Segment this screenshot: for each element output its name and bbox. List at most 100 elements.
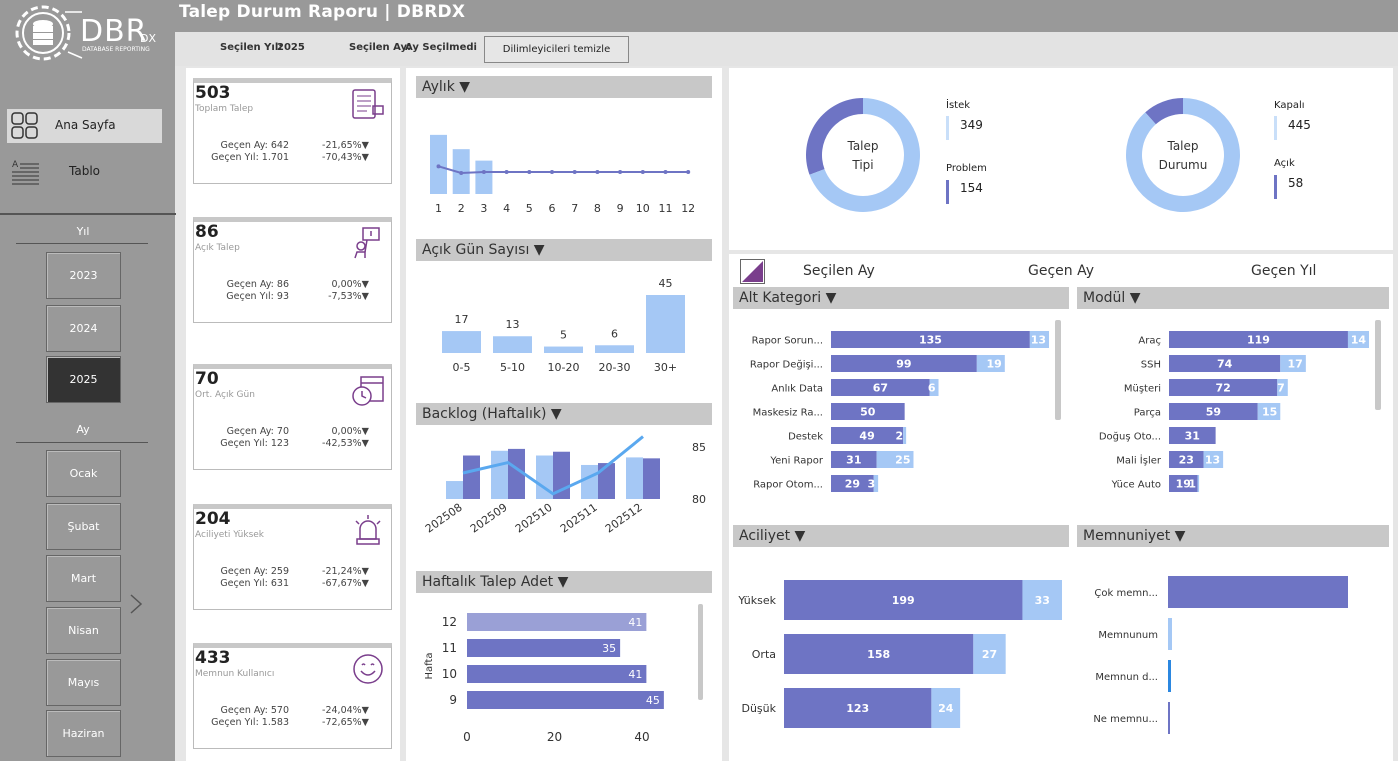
module-bar-previous[interactable] <box>1203 451 1224 468</box>
weekly-scrollbar[interactable] <box>698 604 703 700</box>
satisfaction-bar[interactable] <box>1168 702 1170 734</box>
monthly-trend-point[interactable] <box>663 170 668 175</box>
year-button-2025[interactable]: 2025 <box>46 356 121 403</box>
type-donut-chart[interactable]: Talep Tipi <box>790 82 940 232</box>
sub-category-bar-selected-month[interactable] <box>831 355 977 372</box>
module-title[interactable]: Modül ▼ <box>1077 287 1389 309</box>
open-days-bar[interactable] <box>646 295 685 353</box>
module-bar-selected-month[interactable] <box>1169 427 1216 444</box>
module-bar-selected-month[interactable] <box>1169 355 1281 372</box>
month-button-haziran[interactable]: Haziran <box>46 710 121 757</box>
nav-table-button[interactable]: A Tablo <box>7 155 162 189</box>
monthly-bar[interactable] <box>475 160 493 194</box>
monthly-trend-point[interactable] <box>572 170 577 175</box>
backlog-bar[interactable] <box>581 464 598 499</box>
open-days-bar[interactable] <box>544 346 583 353</box>
month-button-mayis[interactable]: Mayıs <box>46 659 121 706</box>
sub-category-title[interactable]: Alt Kategori ▼ <box>733 287 1069 309</box>
weekly-bar[interactable] <box>467 691 664 709</box>
monthly-trend-point[interactable] <box>618 170 623 175</box>
backlog-bar[interactable] <box>626 457 643 499</box>
sub-category-scrollbar[interactable] <box>1055 320 1061 420</box>
backlog-bar[interactable] <box>491 450 508 499</box>
month-button-mart[interactable]: Mart <box>46 555 121 602</box>
sub-category-chart[interactable]: 135 13 Rapor Sorun... 99 19 Rapor Değişi... 67… <box>733 318 1069 503</box>
backlog-bar[interactable] <box>536 455 553 499</box>
corner-flag-icon[interactable] <box>740 259 765 284</box>
monthly-trend-point[interactable] <box>550 170 554 175</box>
urgency-bar-previous[interactable] <box>1022 580 1062 620</box>
satisfaction-bar[interactable] <box>1168 660 1171 692</box>
module-bar-previous[interactable] <box>1257 403 1281 420</box>
urgency-bar-previous[interactable] <box>931 688 961 728</box>
sub-category-bar-previous[interactable] <box>876 451 914 468</box>
urgency-bar-selected-month[interactable] <box>784 580 1023 620</box>
year-button-2024[interactable]: 2024 <box>46 305 121 352</box>
weekly-bar[interactable] <box>467 665 647 683</box>
module-bar-selected-month[interactable] <box>1169 451 1204 468</box>
selected-month-header[interactable]: Seçilen Ay <box>803 263 875 279</box>
previous-year-header[interactable]: Geçen Yıl <box>1251 263 1317 279</box>
backlog-bar[interactable] <box>643 458 660 499</box>
open-days-bar[interactable] <box>442 331 481 353</box>
open-days-bar[interactable] <box>493 336 532 353</box>
sub-category-bar-selected-month[interactable] <box>831 331 1030 348</box>
urgency-title[interactable]: Aciliyet ▼ <box>733 525 1069 547</box>
weekly-chart[interactable]: 41 12 35 11 41 10 45 9 0 20 40 Hafta <box>416 596 716 756</box>
monthly-trend-point[interactable] <box>436 164 441 169</box>
module-bar-selected-month[interactable] <box>1169 475 1198 492</box>
month-button-subat[interactable]: Şubat <box>46 503 121 550</box>
backlog-chart[interactable]: 202508 202509 202510 202511 202512 80 85 <box>416 427 716 547</box>
weekly-bar[interactable] <box>467 613 647 631</box>
satisfaction-title[interactable]: Memnuniyet ▼ <box>1077 525 1389 547</box>
year-button-2023[interactable]: 2023 <box>46 252 121 299</box>
backlog-bar[interactable] <box>463 455 480 499</box>
status-donut-chart[interactable]: Talep Durumu <box>1110 82 1260 232</box>
sub-category-bar-selected-month[interactable] <box>831 379 930 396</box>
backlog-chart-title[interactable]: Backlog (Haftalık) ▼ <box>416 403 712 425</box>
module-scrollbar[interactable] <box>1375 320 1381 410</box>
urgency-bar-selected-month[interactable] <box>784 634 974 674</box>
sub-category-bar-previous[interactable] <box>929 379 939 396</box>
month-button-nisan[interactable]: Nisan <box>46 607 121 654</box>
status-donut-slice[interactable] <box>1126 98 1240 212</box>
urgency-bar-previous[interactable] <box>973 634 1006 674</box>
sub-category-bar-selected-month[interactable] <box>831 403 905 420</box>
sub-category-bar-previous[interactable] <box>1029 331 1049 348</box>
sub-category-bar-selected-month[interactable] <box>831 475 874 492</box>
open-days-bar[interactable] <box>595 345 634 353</box>
module-bar-previous[interactable] <box>1197 475 1200 492</box>
weekly-chart-title[interactable]: Haftalık Talep Adet ▼ <box>416 571 712 593</box>
module-bar-previous[interactable] <box>1277 379 1288 396</box>
monthly-trend-point[interactable] <box>595 170 600 175</box>
module-bar-selected-month[interactable] <box>1169 331 1348 348</box>
module-bar-previous[interactable] <box>1280 355 1306 372</box>
urgency-bar-selected-month[interactable] <box>784 688 932 728</box>
sub-category-bar-previous[interactable] <box>976 355 1005 372</box>
monthly-trend-point[interactable] <box>481 170 486 175</box>
open-days-chart[interactable]: 17 0-5 13 5-10 5 10-20 6 20-30 45 30+ <box>416 263 712 383</box>
weekly-bar[interactable] <box>467 639 621 657</box>
sub-category-bar-previous[interactable] <box>873 475 879 492</box>
backlog-bar[interactable] <box>446 481 463 499</box>
satisfaction-bar[interactable] <box>1168 576 1348 608</box>
monthly-trend-point[interactable] <box>640 170 645 175</box>
module-bar-selected-month[interactable] <box>1169 379 1278 396</box>
monthly-trend-point[interactable] <box>527 170 532 175</box>
chevron-right-icon[interactable] <box>128 593 144 615</box>
sub-category-bar-selected-month[interactable] <box>831 427 904 444</box>
module-chart[interactable]: 119 14 Araç 74 17 SSH 72 7 Müşteri 59 15 Parça 31 Doğ… <box>1077 318 1389 503</box>
status-donut-slice[interactable] <box>1145 98 1183 125</box>
nav-home-button[interactable]: Ana Sayfa <box>7 109 162 143</box>
month-button-ocak[interactable]: Ocak <box>46 450 121 497</box>
sub-category-bar-selected-month[interactable] <box>831 451 877 468</box>
urgency-chart[interactable]: 199 33 Yüksek 158 27 Orta 123 24 Düşük <box>733 560 1069 740</box>
open-days-chart-title[interactable]: Açık Gün Sayısı ▼ <box>416 239 712 261</box>
module-bar-selected-month[interactable] <box>1169 403 1258 420</box>
monthly-trend-point[interactable] <box>504 170 509 175</box>
monthly-trend-point[interactable] <box>686 170 691 175</box>
type-donut-slice[interactable] <box>806 98 863 175</box>
backlog-bar[interactable] <box>598 463 615 499</box>
monthly-chart[interactable]: 1 2 3 4 5 6 7 8 9 10 11 12 <box>416 100 712 222</box>
satisfaction-chart[interactable]: Çok memn... Memnunum Memnun d... Ne memnu..… <box>1077 560 1389 740</box>
